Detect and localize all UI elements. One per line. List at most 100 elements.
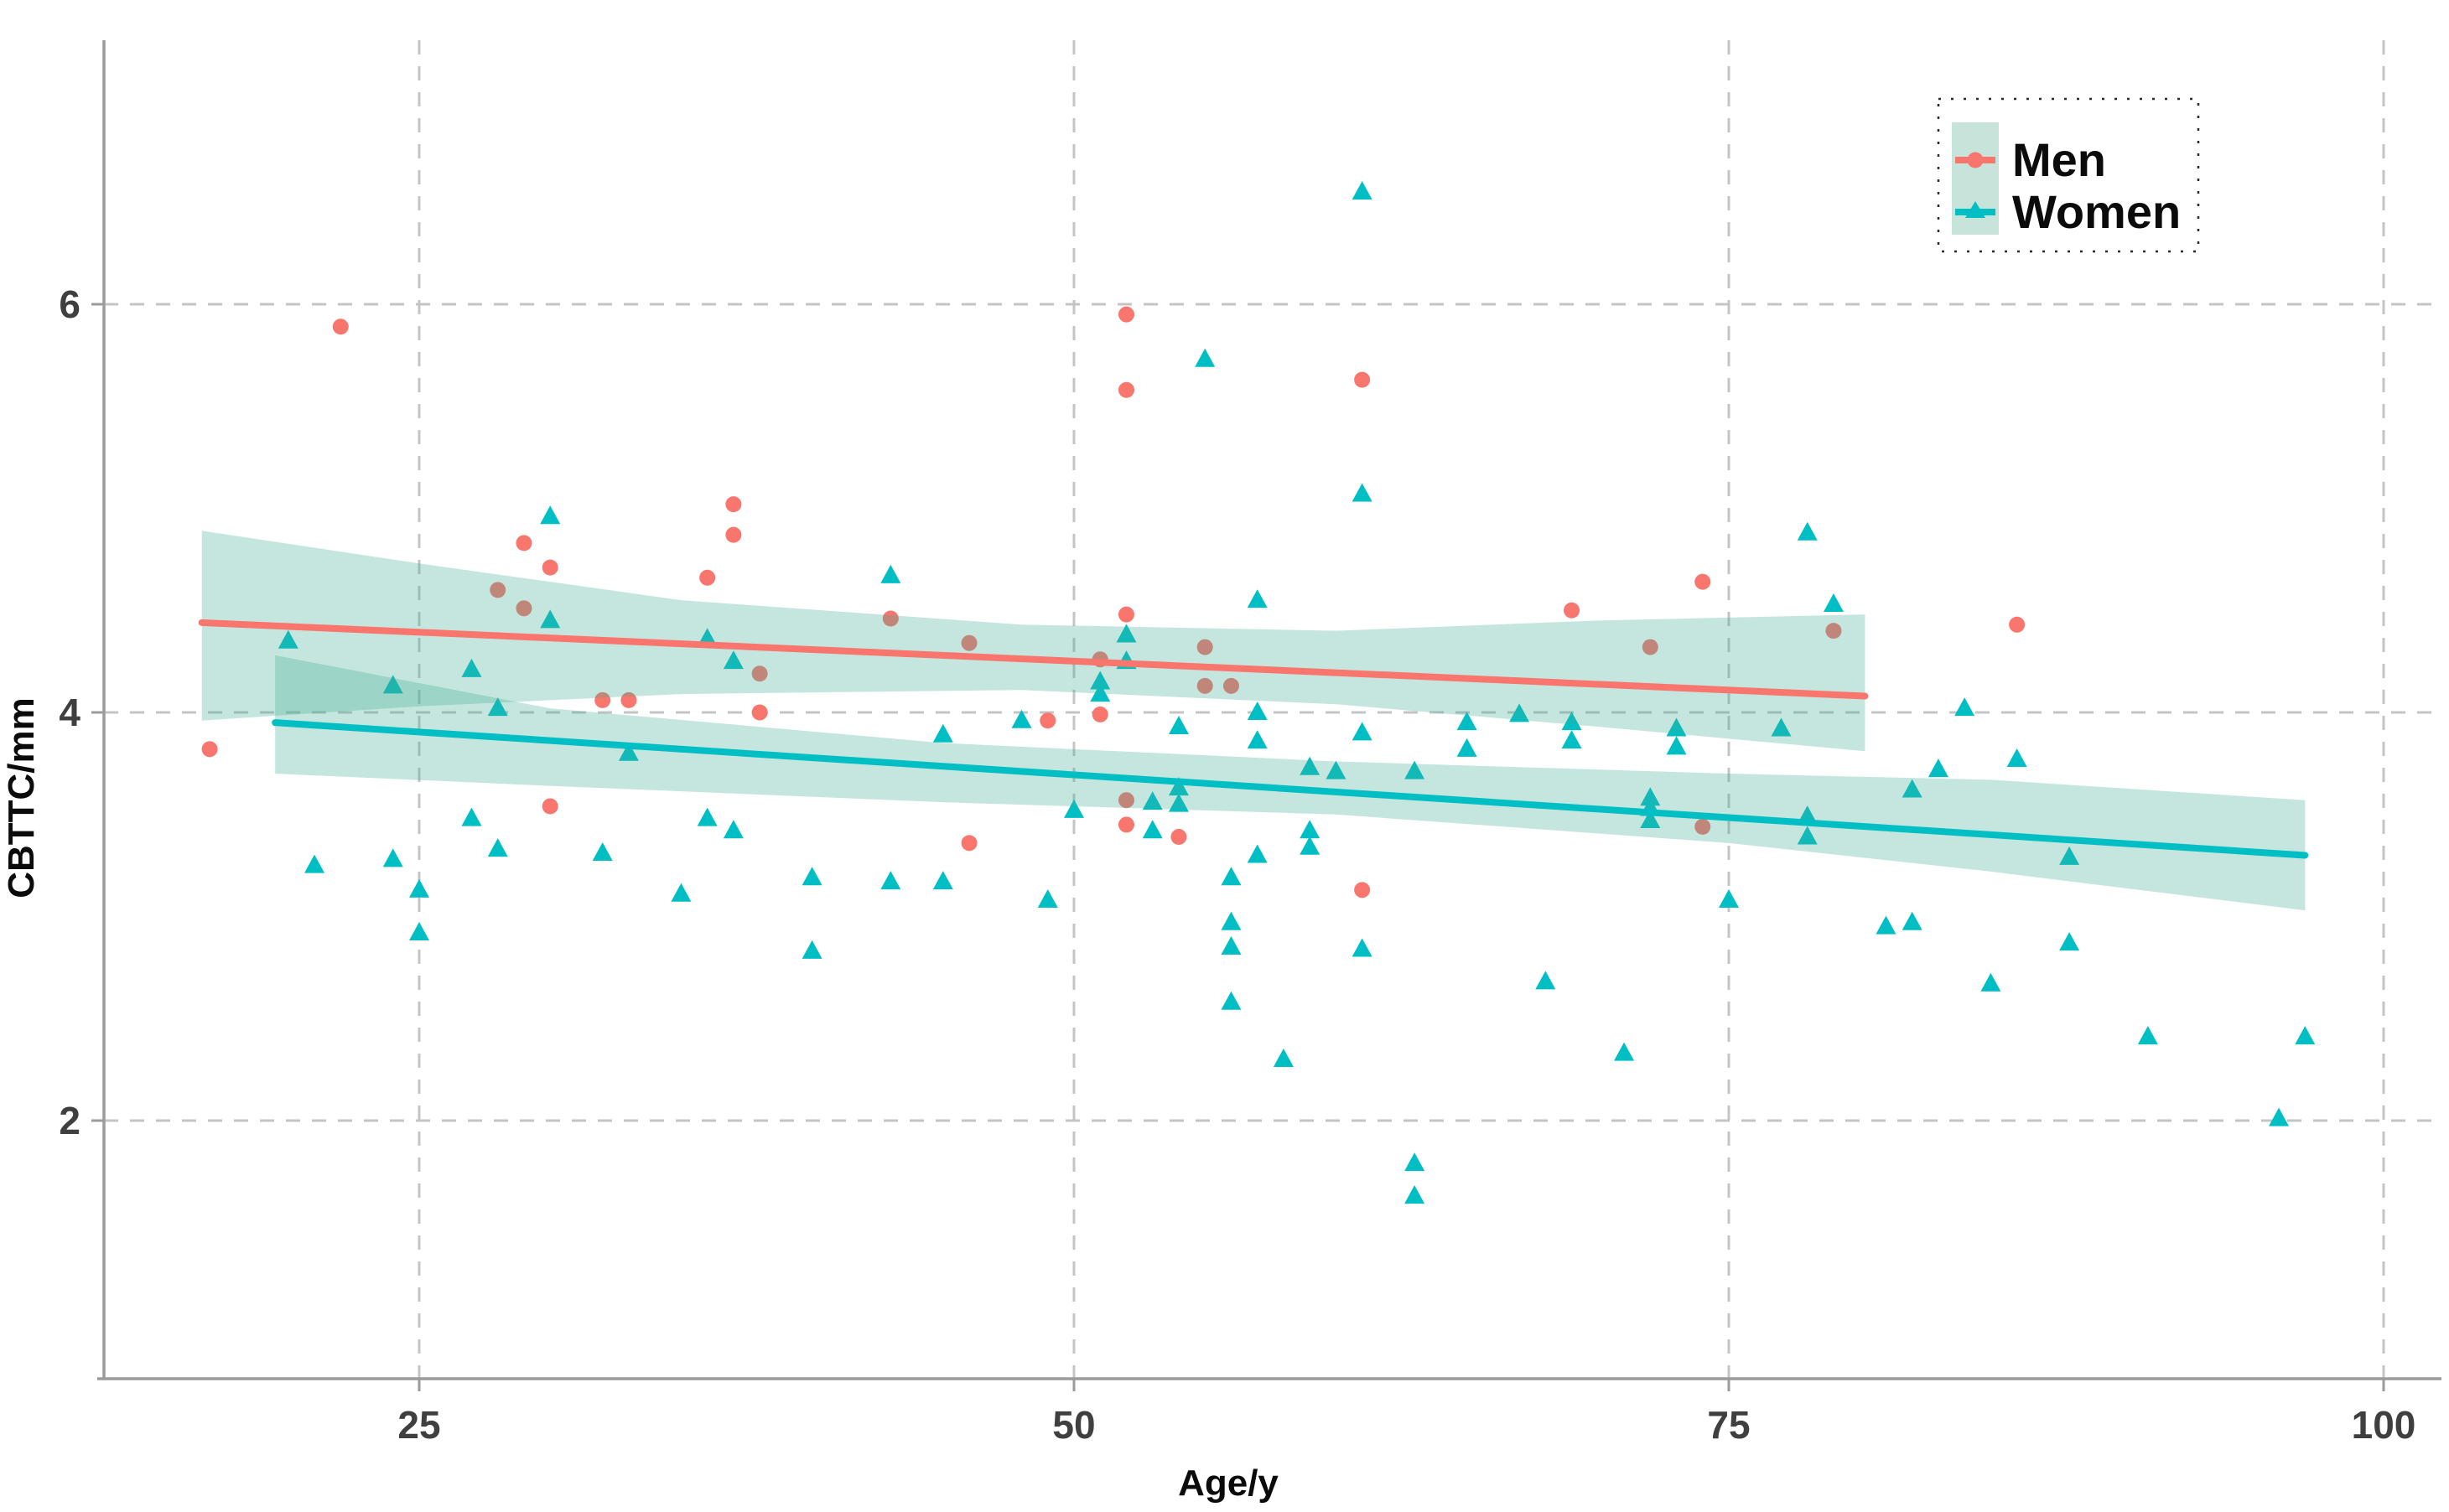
- point-women: [1640, 787, 1661, 806]
- point-women: [802, 940, 822, 959]
- point-women: [1221, 867, 1242, 886]
- point-men: [1118, 792, 1134, 809]
- point-women: [2269, 1107, 2290, 1126]
- point-men: [961, 835, 978, 852]
- point-men: [201, 741, 218, 758]
- x-tick-label-25: 25: [397, 1403, 440, 1447]
- point-men: [725, 496, 742, 513]
- point-women: [1797, 521, 1818, 541]
- point-women: [2137, 1026, 2158, 1045]
- point-women: [1640, 810, 1661, 829]
- point-women: [1666, 717, 1687, 737]
- point-women: [1090, 683, 1111, 702]
- point-women: [1352, 181, 1372, 200]
- point-men: [542, 798, 558, 815]
- point-women: [1300, 756, 1320, 775]
- legend-women-point-icon: [1965, 201, 1985, 218]
- point-women: [1535, 971, 1556, 990]
- point-women: [461, 807, 482, 826]
- point-women: [382, 848, 403, 867]
- point-women: [880, 871, 901, 890]
- point-women: [1221, 991, 1242, 1010]
- point-women: [487, 838, 508, 857]
- point-women: [1168, 777, 1189, 796]
- point-women: [1561, 730, 1582, 749]
- legend-men-point-icon: [1967, 152, 1984, 168]
- axis-labels: 6 4 2 25 50 75 100 Age/y CBTTC/mm: [1, 282, 2415, 1504]
- x-tick-label-75: 75: [1707, 1403, 1750, 1447]
- legend-label-women: Women: [2012, 185, 2181, 238]
- point-women: [1247, 730, 1268, 749]
- point-women: [1247, 589, 1268, 608]
- point-men: [516, 600, 532, 617]
- point-women: [278, 629, 298, 649]
- point-women: [1116, 624, 1137, 643]
- point-women: [2059, 932, 2080, 951]
- point-women: [1090, 671, 1111, 690]
- point-men: [1118, 306, 1134, 323]
- point-women: [461, 658, 482, 677]
- ci-ribbon-women: [275, 655, 2306, 911]
- point-women: [2006, 748, 2027, 768]
- point-men: [1825, 623, 1842, 639]
- point-men: [1040, 712, 1056, 729]
- point-women: [671, 883, 692, 902]
- point-women: [1195, 348, 1216, 367]
- point-men: [332, 318, 349, 335]
- ci-ribbon-men: [201, 531, 1865, 752]
- point-women: [1221, 911, 1242, 930]
- point-women: [1823, 593, 1844, 612]
- point-men: [1694, 818, 1711, 835]
- point-men: [490, 582, 506, 598]
- point-women: [540, 505, 561, 525]
- point-women: [1561, 712, 1582, 731]
- point-men: [1642, 639, 1658, 655]
- point-women: [1902, 911, 1922, 930]
- point-women: [1142, 791, 1163, 810]
- x-tick-label-50: 50: [1052, 1403, 1095, 1447]
- point-women: [409, 921, 429, 940]
- y-axis-title: CBTTC/mm: [1, 697, 42, 898]
- point-women: [932, 723, 953, 743]
- point-women: [880, 564, 901, 583]
- point-men: [699, 569, 716, 586]
- point-women: [592, 842, 613, 862]
- point-women: [1404, 1185, 1425, 1204]
- point-women: [802, 867, 822, 886]
- point-women: [1273, 1048, 1294, 1067]
- legend-label-men: Men: [2012, 133, 2106, 186]
- y-tick-label-2: 2: [59, 1099, 80, 1142]
- point-women: [1142, 820, 1163, 839]
- point-women: [1168, 793, 1189, 812]
- point-men: [1118, 816, 1134, 833]
- point-women: [723, 650, 744, 670]
- point-women: [1247, 702, 1268, 720]
- point-men: [1196, 677, 1213, 694]
- point-women: [1954, 697, 1975, 717]
- point-men: [1092, 706, 1108, 722]
- point-women: [540, 609, 561, 629]
- point-men: [1354, 371, 1371, 388]
- point-women: [932, 871, 953, 890]
- plot-area: [91, 40, 2441, 1391]
- point-men: [516, 535, 532, 551]
- point-men: [1118, 381, 1134, 398]
- point-men: [1694, 573, 1711, 590]
- trend-line-men: [198, 619, 1869, 700]
- point-men: [542, 559, 558, 576]
- point-men: [1196, 639, 1213, 655]
- point-women: [1300, 836, 1320, 855]
- point-women: [1168, 716, 1189, 735]
- x-tick-label-100: 100: [2352, 1403, 2416, 1447]
- point-men: [2009, 616, 2026, 633]
- point-women: [1352, 483, 1372, 502]
- point-women: [1064, 799, 1084, 818]
- point-women: [1928, 759, 1948, 778]
- point-men: [1564, 602, 1580, 619]
- point-men: [620, 691, 637, 708]
- point-women: [1011, 709, 1032, 728]
- point-women: [487, 697, 508, 717]
- point-women: [304, 854, 325, 873]
- point-women: [1509, 703, 1530, 722]
